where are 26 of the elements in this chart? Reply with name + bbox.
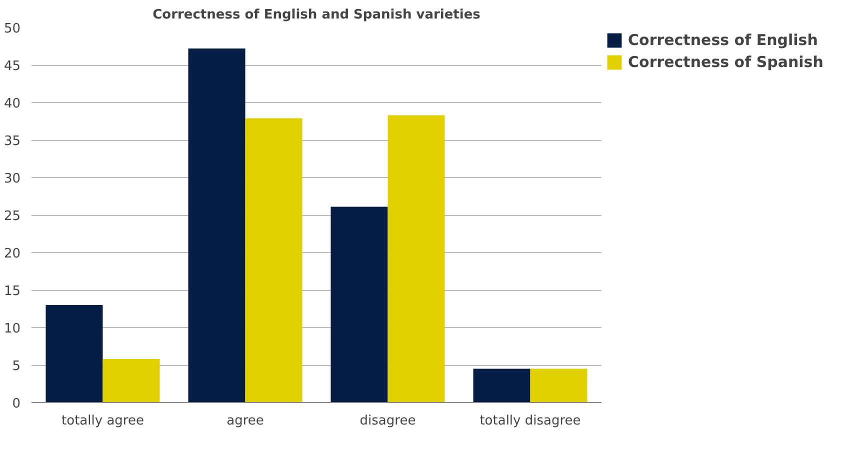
bar: [330, 206, 388, 402]
y-tick-label: 5: [12, 359, 21, 374]
x-tick-label: disagree: [360, 414, 416, 428]
y-tick-label: 35: [4, 134, 21, 149]
bar: [102, 359, 160, 402]
bar: [46, 305, 103, 402]
y-tick-label: 40: [4, 96, 21, 112]
y-tick-label: 15: [4, 284, 21, 299]
bar: [473, 368, 530, 402]
bar: [188, 48, 246, 402]
chart-title: Correctness of English and Spanish varieties: [152, 8, 481, 22]
y-tick-label: 20: [4, 246, 21, 262]
y-tick-label: 30: [4, 172, 21, 186]
x-tick-label: totally disagree: [480, 414, 581, 428]
bar: [245, 118, 302, 402]
y-tick-label: 25: [4, 209, 21, 224]
y-tick-label: 45: [4, 59, 21, 74]
legend-label: Correctness of English: [628, 31, 818, 49]
legend-label: Correctness of Spanish: [628, 53, 824, 71]
x-tick-label: totally agree: [62, 414, 144, 428]
y-tick-label: 0: [12, 396, 21, 412]
bar: [388, 115, 445, 402]
bar: [530, 368, 588, 402]
x-tick-label: agree: [226, 414, 264, 428]
y-tick-label: 10: [4, 322, 21, 336]
y-tick-label: 50: [4, 22, 21, 36]
